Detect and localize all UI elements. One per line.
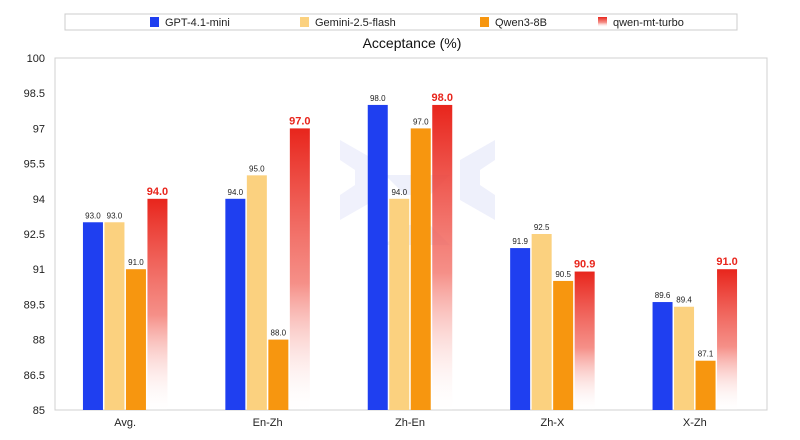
x-tick-label: X-Zh — [683, 417, 707, 429]
bar — [410, 128, 431, 410]
data-labels: 93.0 93.0 91.0 94.0 94.0 95.0 88.0 97.0 98.0 94.0… — [85, 92, 738, 359]
data-label: 92.5 — [534, 223, 550, 232]
legend-swatch — [480, 17, 489, 27]
x-tick-label: Zh-X — [540, 417, 565, 429]
data-label: 91.9 — [512, 237, 528, 246]
y-tick-label: 88 — [33, 335, 45, 347]
bar — [531, 234, 552, 410]
data-label: 98.0 — [432, 92, 453, 104]
y-tick-label: 89.5 — [24, 299, 45, 311]
y-tick-label: 98.5 — [24, 88, 45, 100]
y-tick-label: 95.5 — [24, 159, 45, 171]
data-label: 93.0 — [85, 211, 101, 220]
data-label: 97.0 — [289, 115, 310, 127]
bar — [147, 198, 168, 410]
bar — [553, 280, 574, 410]
y-tick-label: 91 — [33, 264, 45, 276]
bar — [125, 269, 146, 410]
y-tick-label: 94 — [33, 194, 45, 206]
legend-label: qwen-mt-turbo — [613, 17, 684, 29]
chart-title: Acceptance (%) — [363, 35, 462, 51]
bar — [82, 222, 103, 410]
y-tick-label: 100 — [27, 53, 45, 65]
data-label: 90.9 — [574, 259, 595, 271]
bar — [225, 198, 246, 410]
data-label: 94.0 — [228, 188, 244, 197]
bar — [717, 269, 738, 410]
data-label: 94.0 — [147, 186, 168, 198]
y-tick-label: 85 — [33, 405, 45, 417]
bar — [695, 360, 716, 410]
legend-swatch — [598, 17, 607, 27]
y-tick-label: 92.5 — [24, 229, 45, 241]
legend-box — [64, 13, 738, 31]
y-axis: 85 86.5 88 89.5 91 92.5 94 95.5 97 98.5 100 — [24, 53, 45, 417]
y-tick-label: 97 — [33, 123, 45, 135]
data-label: 97.0 — [413, 117, 429, 126]
bar — [367, 104, 388, 410]
y-tick-label: 86.5 — [24, 370, 45, 382]
data-label: 95.0 — [249, 164, 265, 173]
bar — [268, 339, 289, 410]
bar — [510, 248, 531, 410]
legend-swatch — [150, 17, 159, 27]
bars — [82, 104, 738, 410]
x-tick-label: Zh-En — [395, 417, 425, 429]
data-label: 89.6 — [655, 291, 671, 300]
x-tick-label: En-Zh — [253, 417, 283, 429]
data-label: 90.5 — [555, 270, 571, 279]
bar — [289, 128, 310, 410]
bar — [246, 175, 267, 410]
legend-swatch — [300, 17, 309, 27]
data-label: 94.0 — [391, 188, 407, 197]
data-label: 93.0 — [107, 211, 123, 220]
bar — [389, 198, 410, 410]
bar — [574, 271, 595, 410]
bar — [674, 306, 695, 410]
bar — [432, 104, 453, 410]
data-label: 87.1 — [698, 350, 714, 359]
legend-label: GPT-4.1-mini — [165, 17, 230, 29]
legend-label: Gemini-2.5-flash — [315, 17, 396, 29]
bar — [652, 302, 673, 410]
x-axis: Avg. En-Zh Zh-En Zh-X X-Zh — [114, 417, 706, 429]
data-label: 88.0 — [271, 329, 287, 338]
data-label: 89.4 — [676, 296, 692, 305]
bar — [104, 222, 125, 410]
data-label: 91.0 — [128, 258, 144, 267]
legend: GPT-4.1-mini Gemini-2.5-flash Qwen3-8B qwen… — [150, 17, 684, 29]
legend-label: Qwen3-8B — [495, 17, 547, 29]
data-label: 98.0 — [370, 94, 386, 103]
x-tick-label: Avg. — [114, 417, 136, 429]
data-label: 91.0 — [716, 256, 737, 268]
